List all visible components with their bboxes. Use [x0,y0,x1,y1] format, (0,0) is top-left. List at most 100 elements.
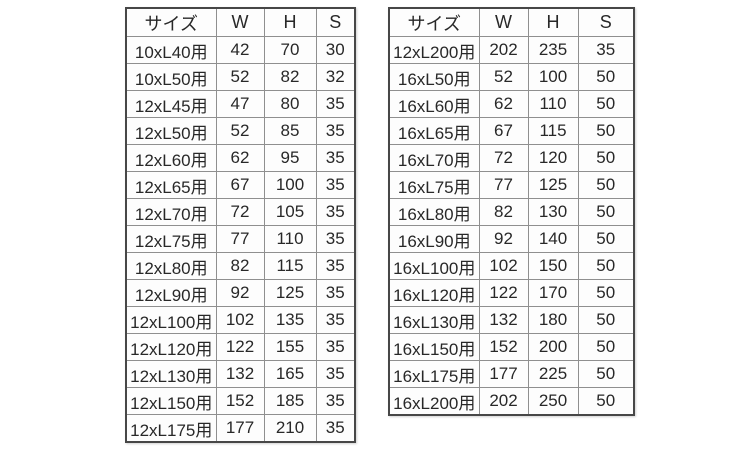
table-cell: 12xL130用 [125,360,217,388]
table-cell: 180 [527,306,579,334]
table-cell: 52 [478,63,529,91]
table-cell: 82 [215,252,265,280]
table-row: 12xL100用 102 135 35 [125,306,356,334]
table-cell: 115 [527,117,579,145]
table-row: 12xL45用 47 80 35 [125,90,356,118]
table-cell: 50 [577,117,635,145]
table-cell: 50 [577,63,635,91]
table-cell: 50 [577,171,635,199]
table-cell: 92 [215,279,265,307]
table-row: 16xL90用 92 140 50 [388,225,635,253]
table-cell: 12xL100用 [125,306,217,334]
table-row: 12xL130用 132 165 35 [125,360,356,388]
table-cell: 32 [315,63,356,91]
table-cell: 16xL175用 [388,360,480,388]
table-cell: 35 [315,252,356,280]
table-cell: 12xL45用 [125,90,217,118]
table-row: 10xL50用 52 82 32 [125,63,356,91]
table-cell: 120 [527,144,579,172]
table-cell: 62 [215,144,265,172]
table-cell: 202 [478,36,529,64]
table-cell: 16xL90用 [388,225,480,253]
table-cell: 225 [527,360,579,388]
table-row: 16xL150用 152 200 50 [388,333,635,361]
table-cell: 155 [263,333,317,361]
table-row: 12xL150用 152 185 35 [125,387,356,415]
table-cell: 16xL65用 [388,117,480,145]
column-header: H [527,7,579,37]
table-cell: 35 [315,225,356,253]
table-cell: 35 [577,36,635,64]
table-cell: 50 [577,252,635,280]
table-cell: 16xL200用 [388,387,480,416]
table-row: 12xL200用 202 235 35 [388,36,635,64]
table-cell: 35 [315,414,356,443]
table-cell: 47 [215,90,265,118]
table-cell: 12xL80用 [125,252,217,280]
table-cell: 12xL150用 [125,387,217,415]
table-cell: 16xL150用 [388,333,480,361]
table-cell: 80 [263,90,317,118]
table-cell: 50 [577,198,635,226]
table-cell: 122 [478,279,529,307]
table-cell: 50 [577,279,635,307]
table-cell: 105 [263,198,317,226]
table-cell: 70 [263,36,317,64]
column-header: サイズ [388,7,480,37]
table-cell: 62 [478,90,529,118]
size-spec-table-right: サイズ W H S 12xL200用 202 235 35 16xL50用 52 100 50 16x… [388,7,635,416]
table-cell: 35 [315,306,356,334]
table-cell: 50 [577,90,635,118]
table-row: 12xL50用 52 85 35 [125,117,356,145]
table-row: 16xL100用 102 150 50 [388,252,635,280]
table-row: 16xL70用 72 120 50 [388,144,635,172]
table-cell: 50 [577,225,635,253]
column-header: W [215,7,265,37]
table-cell: 125 [263,279,317,307]
table-cell: 12xL70用 [125,198,217,226]
table-cell: 82 [263,63,317,91]
table-cell: 35 [315,117,356,145]
table-cell: 16xL75用 [388,171,480,199]
table-cell: 16xL50用 [388,63,480,91]
table-row: 12xL65用 67 100 35 [125,171,356,199]
table-row: 16xL65用 67 115 50 [388,117,635,145]
table-row: 12xL175用 177 210 35 [125,414,356,443]
column-header: S [315,7,356,37]
table-cell: 50 [577,360,635,388]
table-cell: 165 [263,360,317,388]
table-cell: 35 [315,90,356,118]
table-cell: 152 [215,387,265,415]
table-cell: 12xL65用 [125,171,217,199]
header-row: サイズ W H S [388,7,635,37]
table-row: 16xL175用 177 225 50 [388,360,635,388]
table-cell: 16xL130用 [388,306,480,334]
table-row: 12xL80用 82 115 35 [125,252,356,280]
table-cell: 50 [577,387,635,416]
table-cell: 177 [478,360,529,388]
column-header: S [577,7,635,37]
table-cell: 16xL60用 [388,90,480,118]
table-cell: 35 [315,387,356,415]
table-cell: 92 [478,225,529,253]
table-row: 16xL50用 52 100 50 [388,63,635,91]
table-row: 16xL75用 77 125 50 [388,171,635,199]
table-cell: 132 [478,306,529,334]
table-cell: 35 [315,333,356,361]
table-cell: 52 [215,63,265,91]
table-cell: 77 [215,225,265,253]
table-row: 16xL60用 62 110 50 [388,90,635,118]
table-cell: 102 [215,306,265,334]
table-cell: 102 [478,252,529,280]
table-cell: 16xL70用 [388,144,480,172]
table-cell: 150 [527,252,579,280]
table-cell: 12xL75用 [125,225,217,253]
table-row: 12xL70用 72 105 35 [125,198,356,226]
table-cell: 10xL50用 [125,63,217,91]
table-cell: 50 [577,306,635,334]
table-cell: 10xL40用 [125,36,217,64]
table-cell: 122 [215,333,265,361]
table-cell: 135 [263,306,317,334]
table-cell: 200 [527,333,579,361]
